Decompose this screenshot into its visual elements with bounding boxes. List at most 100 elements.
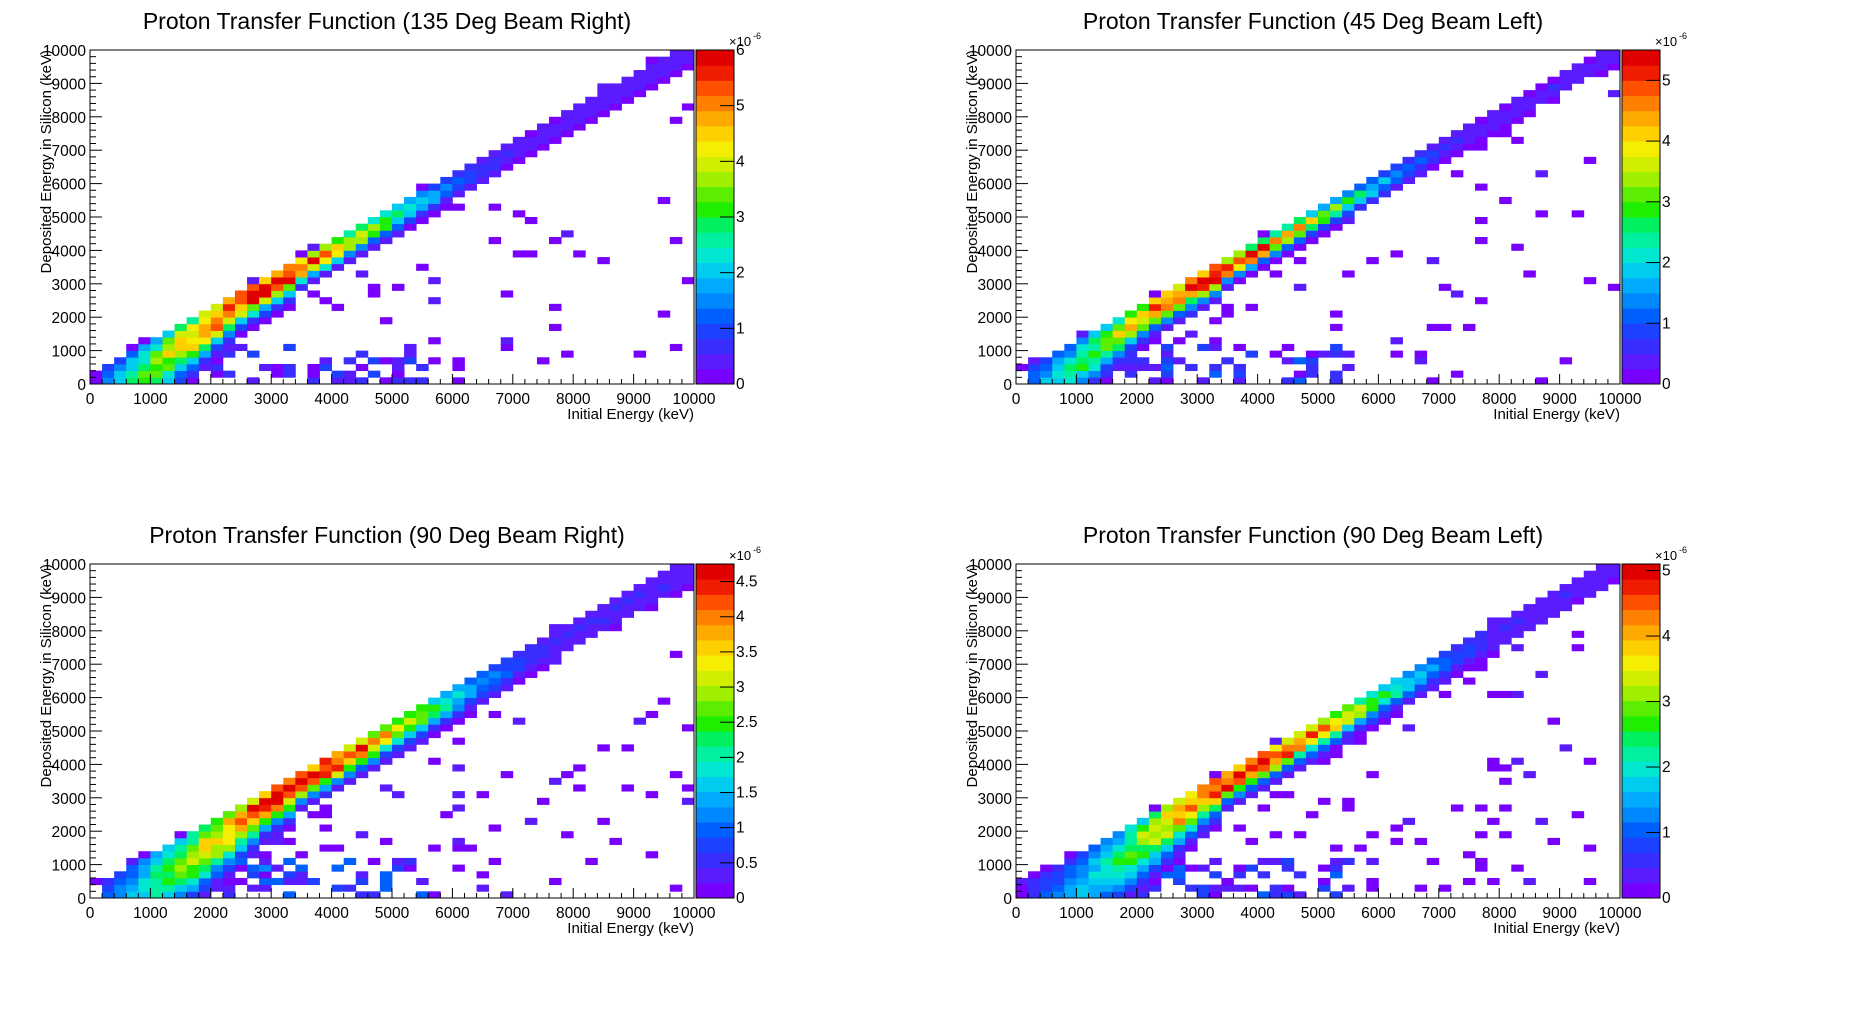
- heatmap-cell: [1112, 323, 1126, 331]
- heatmap-cell: [1136, 317, 1150, 325]
- heatmap-cell: [597, 604, 610, 612]
- heatmap-cell: [1354, 183, 1367, 191]
- heatmap-cell: [464, 704, 477, 712]
- heatmap-cell: [1197, 277, 1210, 285]
- heatmap-cell: [271, 817, 284, 825]
- heatmap-cell: [319, 270, 332, 278]
- colorbar-segment: [1622, 685, 1660, 702]
- colorbar-segment: [1622, 141, 1660, 157]
- heatmap-cell: [1160, 317, 1174, 325]
- heatmap-cell: [1305, 217, 1319, 225]
- heatmap-cell: [500, 684, 514, 692]
- colorbar-segment: [1622, 277, 1660, 294]
- heatmap-cell: [1269, 777, 1283, 785]
- heatmap-cell: [1112, 337, 1126, 345]
- heatmap-cell: [1535, 604, 1548, 612]
- y-tick-label: 0: [77, 891, 86, 908]
- y-tick-label: 2000: [978, 824, 1013, 841]
- heatmap-cell: [1499, 764, 1512, 772]
- heatmap-cell: [1173, 837, 1186, 845]
- x-tick-label: 7000: [496, 905, 531, 922]
- heatmap-cell: [1438, 150, 1452, 158]
- heatmap-cell: [633, 350, 647, 358]
- heatmap-cell: [404, 737, 417, 745]
- heatmap-cell: [585, 116, 598, 124]
- y-tick-label: 1000: [978, 344, 1013, 361]
- heatmap-cell: [1064, 370, 1077, 378]
- heatmap-cell: [1414, 690, 1428, 698]
- heatmap-cell: [633, 597, 647, 605]
- heatmap-cell: [295, 257, 308, 265]
- colorbar-tick-label: 4: [1662, 628, 1671, 645]
- heatmap-cell: [1487, 116, 1500, 124]
- heatmap-cell: [1523, 90, 1536, 98]
- heatmap-cell: [307, 771, 320, 779]
- colorbar-segment: [1622, 50, 1660, 66]
- heatmap-cell: [138, 877, 151, 886]
- heatmap-cell: [1547, 610, 1560, 618]
- heatmap-cell: [1160, 343, 1174, 351]
- heatmap-cell: [597, 103, 610, 111]
- heatmap-cell: [1583, 570, 1597, 578]
- heatmap-cell: [1281, 744, 1295, 752]
- heatmap-cell: [633, 76, 647, 84]
- heatmap-cell: [1402, 724, 1416, 732]
- heatmap-cell: [1547, 590, 1560, 598]
- heatmap-cell: [669, 116, 683, 124]
- heatmap-cell: [1209, 317, 1222, 325]
- heatmap-cell: [343, 777, 357, 785]
- heatmap-cell: [331, 237, 345, 245]
- heatmap-cell: [1342, 350, 1355, 358]
- heatmap-cell: [1245, 270, 1258, 278]
- heatmap-cell: [1185, 277, 1198, 285]
- heatmap-cell: [1475, 630, 1488, 638]
- heatmap-cell: [319, 804, 332, 812]
- colorbar-segment: [1622, 822, 1660, 838]
- colorbar-segment: [696, 95, 734, 112]
- heatmap-cell: [283, 791, 296, 799]
- heatmap-cell: [1173, 817, 1186, 825]
- heatmap-cell: [271, 370, 284, 378]
- heatmap-cell: [1318, 203, 1331, 211]
- heatmap-cell: [1209, 270, 1222, 278]
- chart-title: Proton Transfer Function (45 Deg Beam Le…: [1083, 8, 1543, 34]
- heatmap-cell: [331, 771, 345, 779]
- colorbar-tick-label: 1: [1662, 315, 1671, 332]
- heatmap-cell: [271, 290, 284, 298]
- heatmap-cell: [1281, 223, 1295, 231]
- heatmap-cell: [1197, 283, 1210, 291]
- heatmap-cell: [1040, 363, 1053, 372]
- heatmap-cell: [1245, 257, 1258, 265]
- colorbar: 00.511.522.533.544.5: [695, 563, 758, 907]
- heatmap-cell: [1281, 864, 1295, 872]
- heatmap-cell: [379, 237, 393, 245]
- heatmap-cell: [392, 203, 405, 211]
- heatmap-cell: [1342, 217, 1355, 225]
- heatmap-cell: [247, 831, 260, 839]
- heatmap-cell: [1173, 310, 1186, 318]
- heatmap-cell: [561, 637, 574, 645]
- heatmap-cell: [295, 277, 308, 285]
- heatmap-cell: [549, 116, 562, 124]
- colorbar-segment: [1622, 171, 1660, 188]
- heatmap-cell: [1450, 644, 1464, 652]
- heatmap-cell: [1185, 824, 1198, 832]
- heatmap-cell: [621, 590, 634, 598]
- heatmap-cell: [1076, 871, 1089, 879]
- heatmap-cell: [1330, 744, 1343, 752]
- heatmap-cell: [1185, 817, 1198, 825]
- heatmap-cell: [150, 350, 163, 358]
- heatmap-cell: [259, 277, 272, 285]
- colorbar-frame: [695, 563, 735, 899]
- y-tick-label: 4000: [978, 243, 1013, 260]
- heatmap-cell: [440, 697, 453, 705]
- heatmap-cell: [1378, 690, 1391, 698]
- heatmap-cell: [1583, 277, 1597, 285]
- heatmap-cell: [1136, 323, 1150, 331]
- x-tick-label: 8000: [1482, 905, 1517, 922]
- heatmap-cell: [1100, 871, 1114, 879]
- heatmap-cell: [524, 130, 538, 138]
- heatmap-cell: [1523, 110, 1536, 118]
- heatmap-cell: [126, 891, 139, 899]
- heatmap-cell: [1414, 156, 1428, 164]
